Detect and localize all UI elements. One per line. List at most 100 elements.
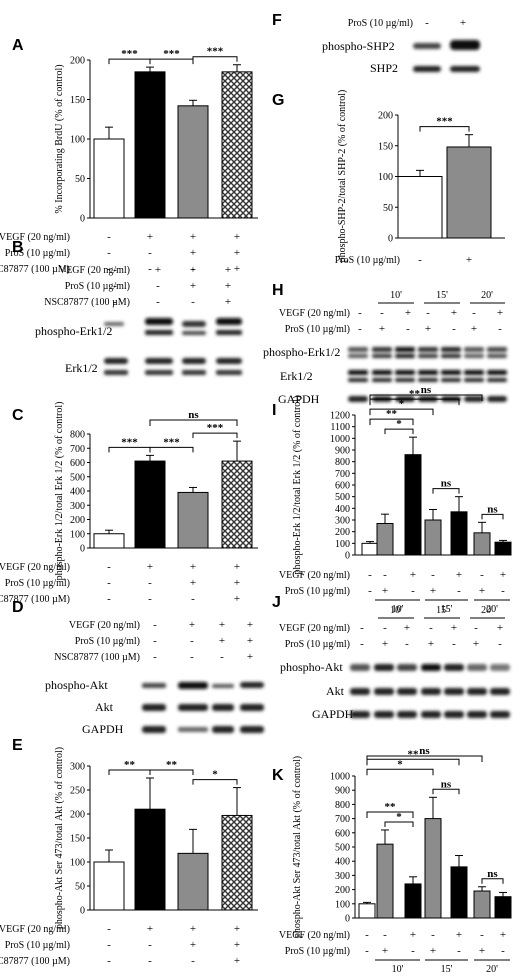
blot-band [372,378,392,382]
sign: - [431,569,435,581]
y-axis-label: % Incorporating BrdU (% of control) [54,64,65,213]
sign: - [498,638,502,650]
sign: - [113,280,117,292]
sign: - [148,593,152,605]
sign: + [147,231,153,243]
blot-band [421,664,441,671]
sign: - [474,622,478,634]
vegf-label: VEGF (20 ng/ml) [279,930,350,941]
sign: - [472,307,476,319]
y-tick-label: 50 [75,882,85,893]
vegf-label: VEGF (20 ng/ml) [69,620,140,631]
y-tick-label: 1200 [330,411,350,422]
sign: - [418,254,422,266]
significance-bracket [369,398,460,406]
bar [450,866,468,919]
panel-letter-h: H [272,282,284,299]
significance-bracket [366,758,460,766]
blot-band [374,711,394,718]
sign: + [430,945,436,957]
significance-label: ns [441,478,452,490]
sign: - [191,296,195,308]
bar [134,808,166,911]
blot-band [395,347,415,352]
sign: + [190,247,196,259]
time-label: 10' [392,964,404,975]
sign: - [107,561,111,573]
y-tick-label: 100 [70,529,85,540]
sign: - [113,296,117,308]
blot-label-erk: Erk1/2 [65,361,98,375]
sign: + [247,619,253,631]
sign: - [220,651,224,663]
western-blot-d [142,682,264,733]
sign: + [234,923,240,935]
blot-band [418,370,438,375]
blot-band [421,711,441,718]
sign: + [382,945,388,957]
sign: - [148,955,152,967]
blot-band [464,370,484,375]
significance-bracket [192,56,238,62]
y-tick-label: 200 [378,111,393,122]
sign: + [456,929,462,941]
blot-label-akt: Akt [95,700,114,714]
sign: + [379,323,385,335]
sign: - [148,263,152,275]
sign: - [190,635,194,647]
significance-label: *** [207,422,224,434]
significance-label: ** [408,748,420,760]
sign: - [190,651,194,663]
significance-label: ** [409,388,421,400]
sign: - [431,929,435,941]
blot-band [372,347,392,352]
panel-letter-b: B [12,239,24,256]
sign: + [466,254,472,266]
y-tick-label: 100 [70,135,85,146]
sign: + [500,569,506,581]
bar [494,896,512,919]
blot-label-akt: Akt [326,684,345,698]
sign: + [430,585,436,597]
sign: + [460,17,466,29]
treatment-table-d: VEGF (20 ng/ml) ProS (10 µg/ml) NSC87877… [54,619,253,663]
sign: - [425,17,429,29]
blot-band [418,347,438,352]
sign: + [225,296,231,308]
bar-chart-i: 0100200300400500600700800900100011001200… [292,384,512,574]
blot-band [467,664,487,671]
y-tick-label: 600 [335,481,350,492]
blot-band [441,370,461,375]
bar [494,541,512,556]
sign-grid-j: - + - + - + + - + - + - [382,622,503,650]
significance-label: * [212,769,218,781]
significance-label: *** [163,436,180,448]
sign: + [219,619,225,631]
sign: + [404,622,410,634]
blot-band [490,688,510,695]
blot-band [350,688,370,695]
time-label: 15' [441,964,453,975]
blot-band [348,354,368,358]
blot-band [464,347,484,352]
significance-label: *** [436,116,453,128]
y-axis-label: phospho-Erk 1/2/total Erk 1/2 (% of cont… [54,402,65,581]
sign: + [497,622,503,634]
significance-bracket [369,408,434,416]
bar-chart-c: 0 100 200 300 400 500 600 700 800 phospho-Erk 1/2… [54,402,258,581]
significance-bracket [192,432,238,439]
sign: + [382,638,388,650]
sign: - [360,622,364,634]
pros-label: ProS (10 µg/ml) [285,324,350,335]
bar [177,105,209,219]
y-tick-label: 800 [335,800,350,811]
sign: - [457,585,461,597]
blot-band [397,711,417,718]
sign: - [429,622,433,634]
significance-label: *** [163,48,180,60]
y-tick-label: 900 [335,446,350,457]
bar [361,542,379,556]
sign: - [358,307,362,319]
time-label: 10' [390,290,402,301]
sign: - [107,577,111,589]
